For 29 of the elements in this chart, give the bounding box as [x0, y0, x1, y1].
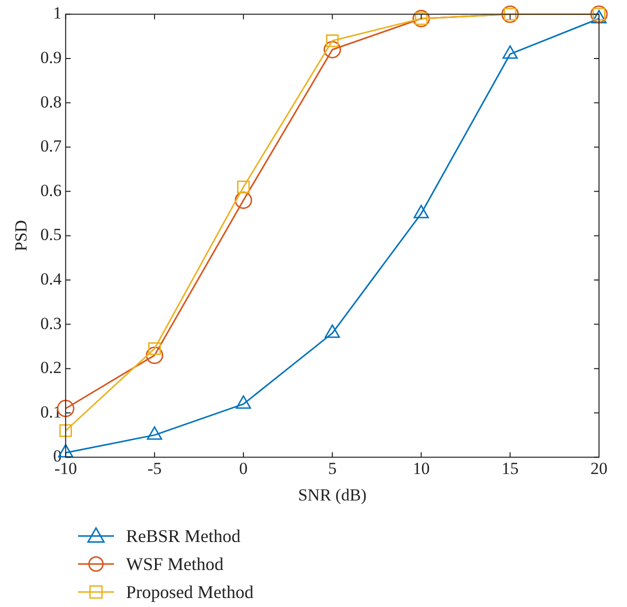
point [234, 192, 252, 209]
y-tick-label: 0.8 [40, 92, 62, 112]
y-tick-label: 0.6 [40, 180, 62, 200]
point [326, 34, 339, 48]
legend-label: WSF Method [126, 554, 224, 574]
legend-label: ReBSR Method [126, 526, 241, 546]
point [146, 346, 164, 364]
x-axis-title: SNR (dB) [298, 485, 367, 504]
point [237, 180, 250, 194]
x-tick-label: 20 [590, 458, 608, 478]
point [59, 424, 72, 437]
x-tick-label: -5 [147, 458, 162, 478]
y-tick-label: 0.4 [40, 269, 62, 288]
point [324, 324, 340, 338]
y-tick-label: 0.9 [40, 48, 62, 67]
point [236, 395, 252, 409]
x-tick-label: 10 [412, 458, 430, 478]
y-axis-title: PSD [12, 220, 31, 252]
x-tick-label: 15 [502, 458, 519, 478]
point [146, 426, 162, 440]
legend-label: Proposed Method [126, 582, 254, 602]
x-tick-label: 0 [239, 458, 248, 478]
y-tick-label: 0.5 [40, 225, 62, 244]
y-tick-label: 1 [53, 4, 62, 23]
y-tick-label: 0.3 [40, 314, 62, 333]
x-tick-label: 5 [328, 458, 337, 478]
point [324, 40, 342, 58]
y-tick-label: 0.7 [40, 136, 62, 156]
y-tick-label: 0.2 [40, 358, 62, 378]
